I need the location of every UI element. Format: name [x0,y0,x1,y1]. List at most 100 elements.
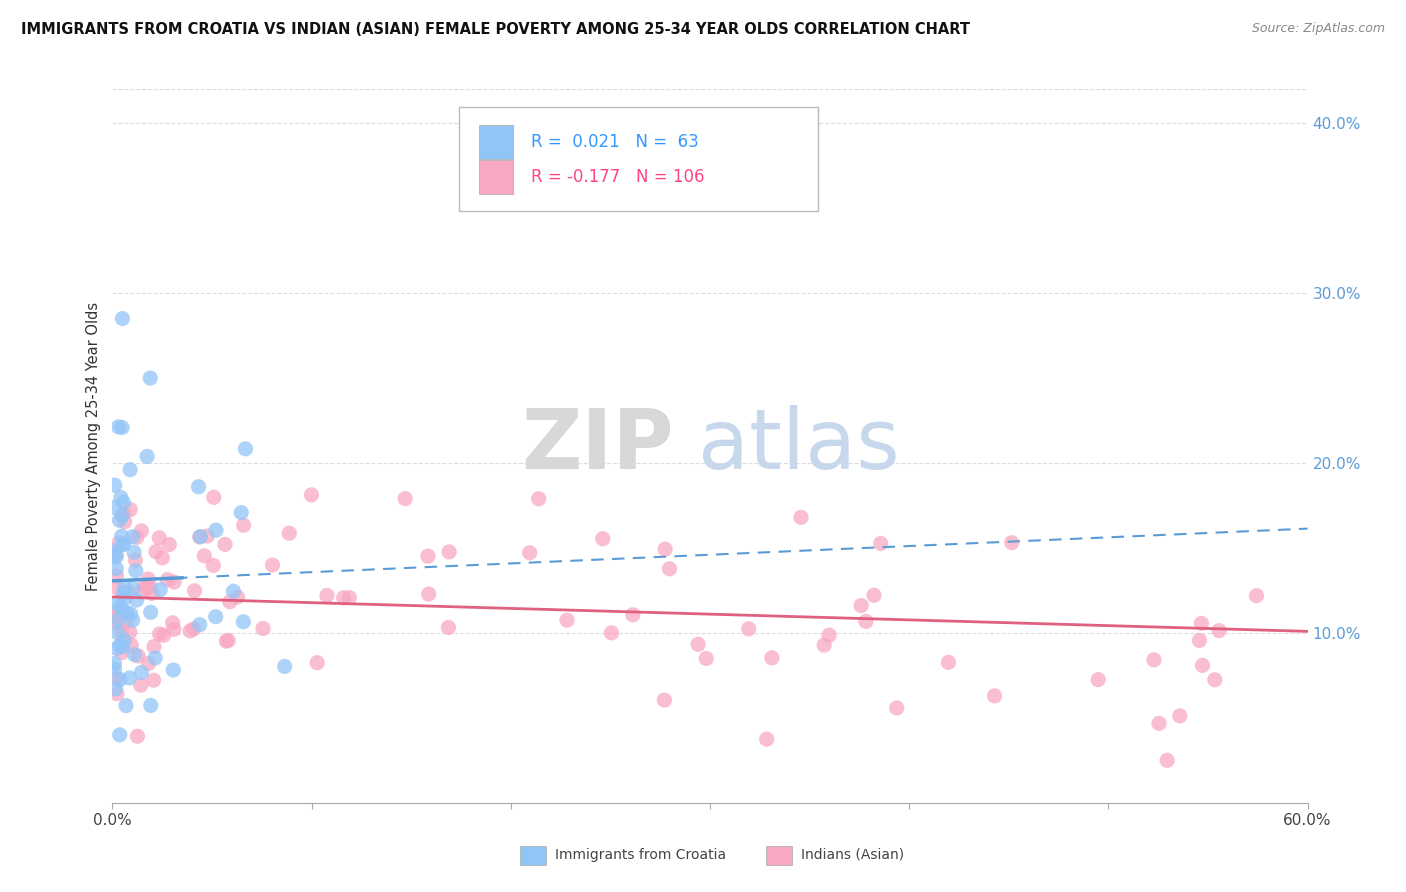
Point [120,607,142,621]
FancyBboxPatch shape [458,107,818,211]
Point [124,648,146,662]
Point [110,491,132,505]
Bar [479,160,513,194]
Point [105,581,128,595]
Point [107,626,129,640]
Point [118,625,141,640]
Text: R = -0.177   N = 106: R = -0.177 N = 106 [531,168,704,186]
Point [138,580,160,594]
Text: Indians (Asian): Indians (Asian) [801,847,904,862]
Point [107,613,129,627]
Point [125,564,148,578]
Point [202,558,225,573]
Bar [479,125,513,159]
Point [112,586,135,600]
Point [148,627,170,641]
Point [136,572,159,586]
Point [112,496,135,510]
Point [150,550,173,565]
Point [232,615,254,629]
Point [138,657,160,671]
Point [107,420,129,434]
Point [1189,616,1212,631]
Point [337,591,360,605]
Point [112,537,135,551]
Point [1208,624,1230,638]
Point [107,597,129,611]
Point [143,651,166,665]
Point [1168,709,1191,723]
Point [111,624,134,639]
Point [131,524,153,538]
Point [104,478,127,492]
Point [103,543,125,558]
Point [108,638,131,652]
Point [136,450,159,464]
Point [437,620,460,634]
Point [695,651,717,665]
Point [761,651,783,665]
Point [108,599,131,614]
Point [121,613,143,627]
Point [122,582,145,596]
Point [1191,658,1213,673]
Point [1204,673,1226,687]
Point [156,573,179,587]
Point [299,488,322,502]
Point [105,569,128,583]
Point [232,518,254,533]
Point [863,588,886,602]
Point [115,698,138,713]
Point [120,463,142,477]
Point [105,548,128,562]
Point [163,623,186,637]
Point [1001,535,1024,549]
Point [252,622,274,636]
Point [121,530,143,544]
Point [1188,633,1211,648]
Point [145,545,167,559]
Point [688,637,710,651]
Point [122,545,145,559]
Point [222,584,245,599]
Point [555,613,578,627]
Point [111,602,134,616]
Point [105,561,128,575]
Point [117,584,139,599]
Point [202,491,225,505]
Point [120,502,142,516]
Point [162,663,184,677]
Point [114,591,136,605]
Point [183,622,205,636]
Point [226,590,249,604]
Point [162,615,184,630]
Point [108,513,131,527]
Point [152,628,174,642]
Point [115,606,138,620]
Point [1147,716,1170,731]
Point [139,371,162,385]
Point [112,507,135,521]
Point [1246,589,1268,603]
Point [658,562,681,576]
Point [818,628,841,642]
Point [416,549,439,563]
Point [654,693,676,707]
Point [131,665,153,680]
Point [179,624,201,638]
Point [235,442,257,456]
Point [114,515,136,529]
Point [1143,653,1166,667]
Point [217,633,239,648]
Point [219,595,242,609]
Point [103,548,125,562]
Point [139,605,162,619]
Point [755,732,778,747]
Point [1087,673,1109,687]
Point [108,607,131,621]
Point [849,599,872,613]
Point [527,491,550,506]
Point [519,546,541,560]
Point [215,634,238,648]
Point [111,529,134,543]
